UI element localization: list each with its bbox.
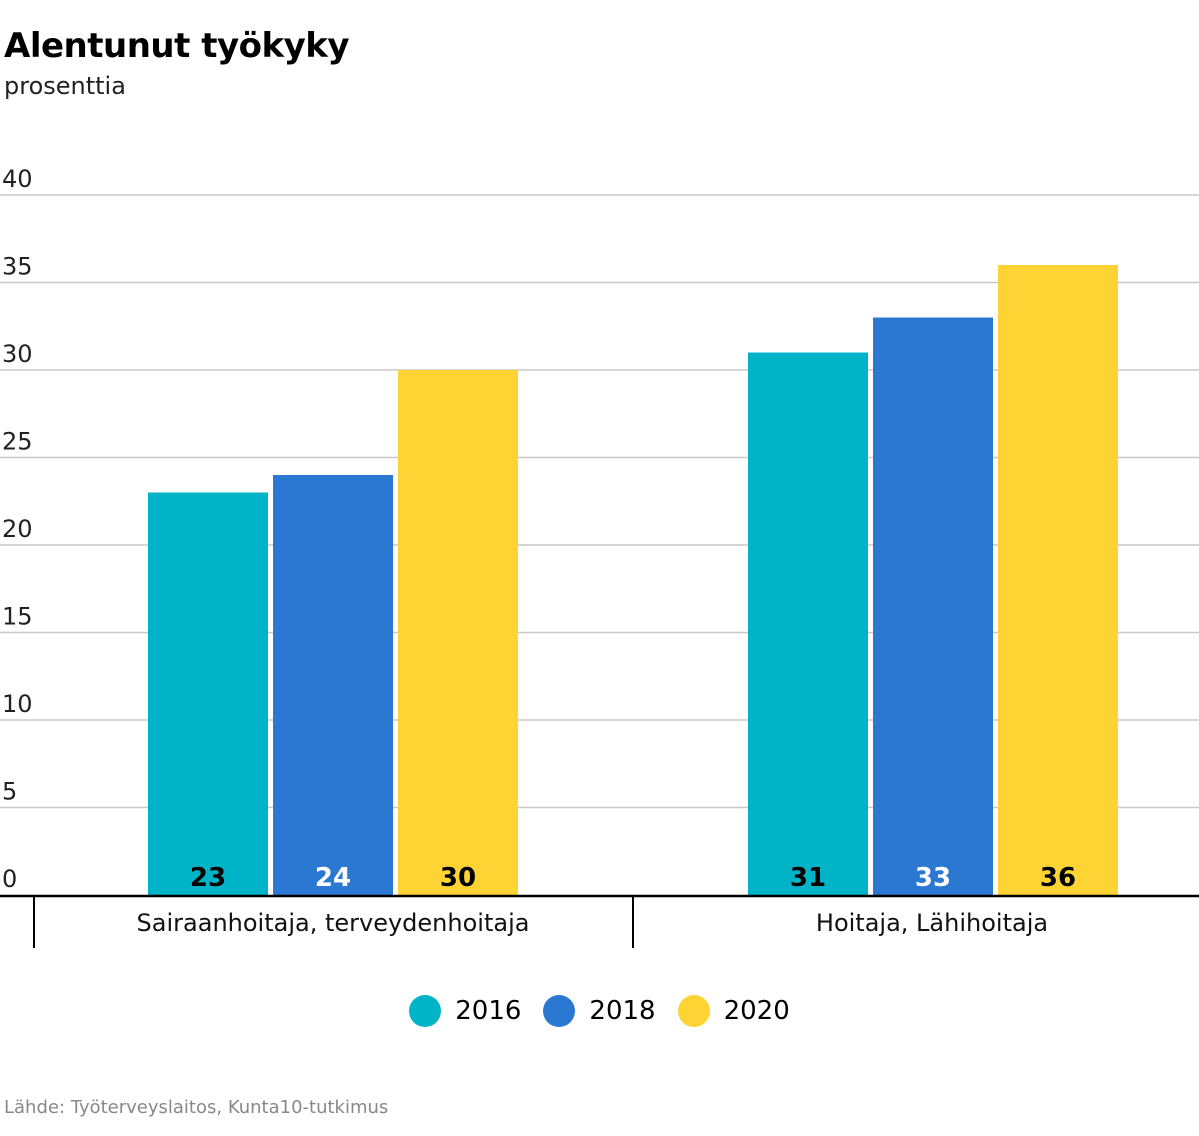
y-tick-label: 35 — [2, 253, 33, 281]
y-tick-label: 10 — [2, 690, 33, 718]
legend-item: 2020 — [677, 995, 790, 1027]
y-tick-label: 0 — [2, 865, 17, 893]
legend-item: 2016 — [409, 995, 521, 1027]
data-label: 23 — [190, 863, 226, 893]
data-label: 24 — [315, 863, 351, 893]
legend-swatch — [409, 995, 442, 1027]
bar — [873, 317, 993, 895]
data-label: 30 — [440, 863, 476, 893]
legend-label: 2016 — [455, 996, 522, 1026]
source-note: Lähde: Työterveyslaitos, Kunta10-tutkimu… — [4, 1097, 389, 1118]
x-tick-label: Hoitaja, Lähihoitaja — [816, 909, 1048, 937]
y-tick-label: 25 — [2, 428, 33, 456]
data-label: 36 — [1040, 863, 1076, 893]
bar — [748, 352, 868, 895]
legend-item: 2018 — [543, 995, 656, 1027]
bar-chart: 0 5 10 15 20 25 30 35 40 23 24 30 31 33 36 Sairaanhoita… — [0, 165, 1199, 948]
y-tick-label: 40 — [2, 165, 33, 193]
data-label: 33 — [915, 863, 951, 893]
x-tick-label: Sairaanhoitaja, terveydenhoitaja — [137, 909, 530, 937]
data-label: 31 — [790, 863, 826, 893]
legend-swatch — [677, 995, 710, 1027]
y-tick-label: 15 — [2, 603, 33, 631]
legend-label: 2018 — [589, 996, 656, 1026]
legend-swatch — [543, 995, 576, 1027]
bar — [273, 475, 393, 895]
y-tick-label: 30 — [2, 340, 33, 368]
chart-subtitle: prosenttia — [4, 72, 126, 100]
legend-label: 2020 — [723, 996, 790, 1026]
legend: 2016 2018 2020 — [0, 995, 1199, 1027]
chart-title: Alentunut työkyky — [4, 26, 350, 66]
bar — [998, 265, 1118, 895]
y-tick-label: 5 — [2, 778, 17, 806]
bar — [398, 370, 518, 895]
bar — [148, 492, 268, 895]
y-tick-label: 20 — [2, 515, 33, 543]
